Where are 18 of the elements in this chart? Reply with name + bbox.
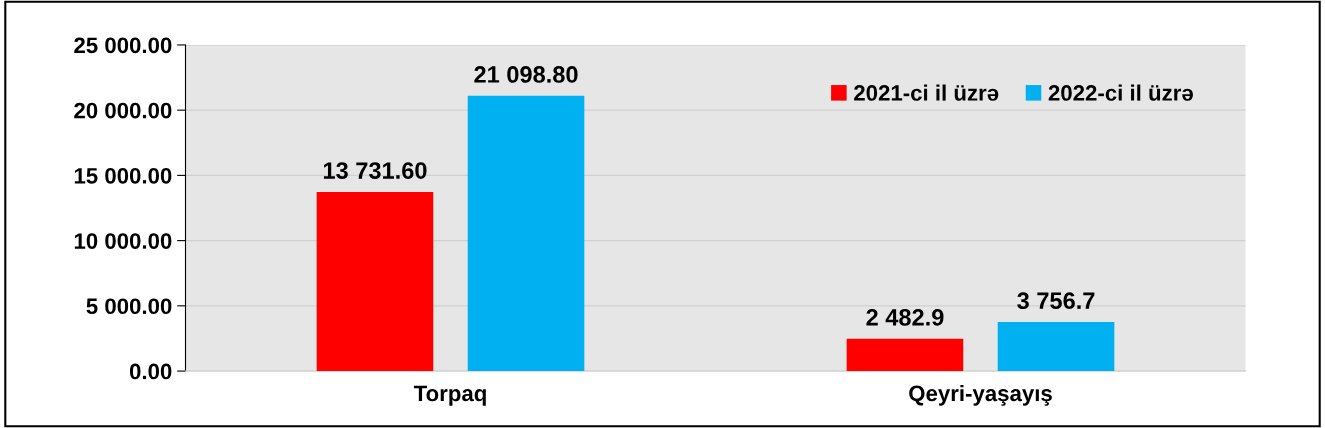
legend-label: 2021-ci il üzrə bbox=[854, 84, 999, 101]
data-label: 21 098.80 bbox=[474, 66, 578, 83]
y-tick-label: 25 000.00 bbox=[74, 37, 172, 54]
data-label: 3 756.7 bbox=[1017, 292, 1095, 310]
y-tick-label: 5 000.00 bbox=[86, 298, 172, 315]
x-tick-label: Qeyri-yaşayış bbox=[909, 384, 1052, 406]
y-tick-label: 20 000.00 bbox=[74, 102, 172, 119]
bar bbox=[846, 338, 964, 372]
data-label: 13 731.60 bbox=[323, 162, 427, 179]
x-tick-label: Torpaq bbox=[413, 385, 486, 406]
y-tick-label: 0.00 bbox=[129, 363, 172, 380]
y-tick-label: 10 000.00 bbox=[74, 233, 172, 249]
legend-label: 2022-ci il üzrə bbox=[1048, 84, 1193, 101]
bar bbox=[997, 322, 1115, 372]
y-tick-label: 15 000.00 bbox=[74, 167, 172, 184]
bar bbox=[316, 191, 434, 372]
data-label: 2 482.9 bbox=[866, 308, 944, 326]
bar bbox=[467, 95, 585, 372]
